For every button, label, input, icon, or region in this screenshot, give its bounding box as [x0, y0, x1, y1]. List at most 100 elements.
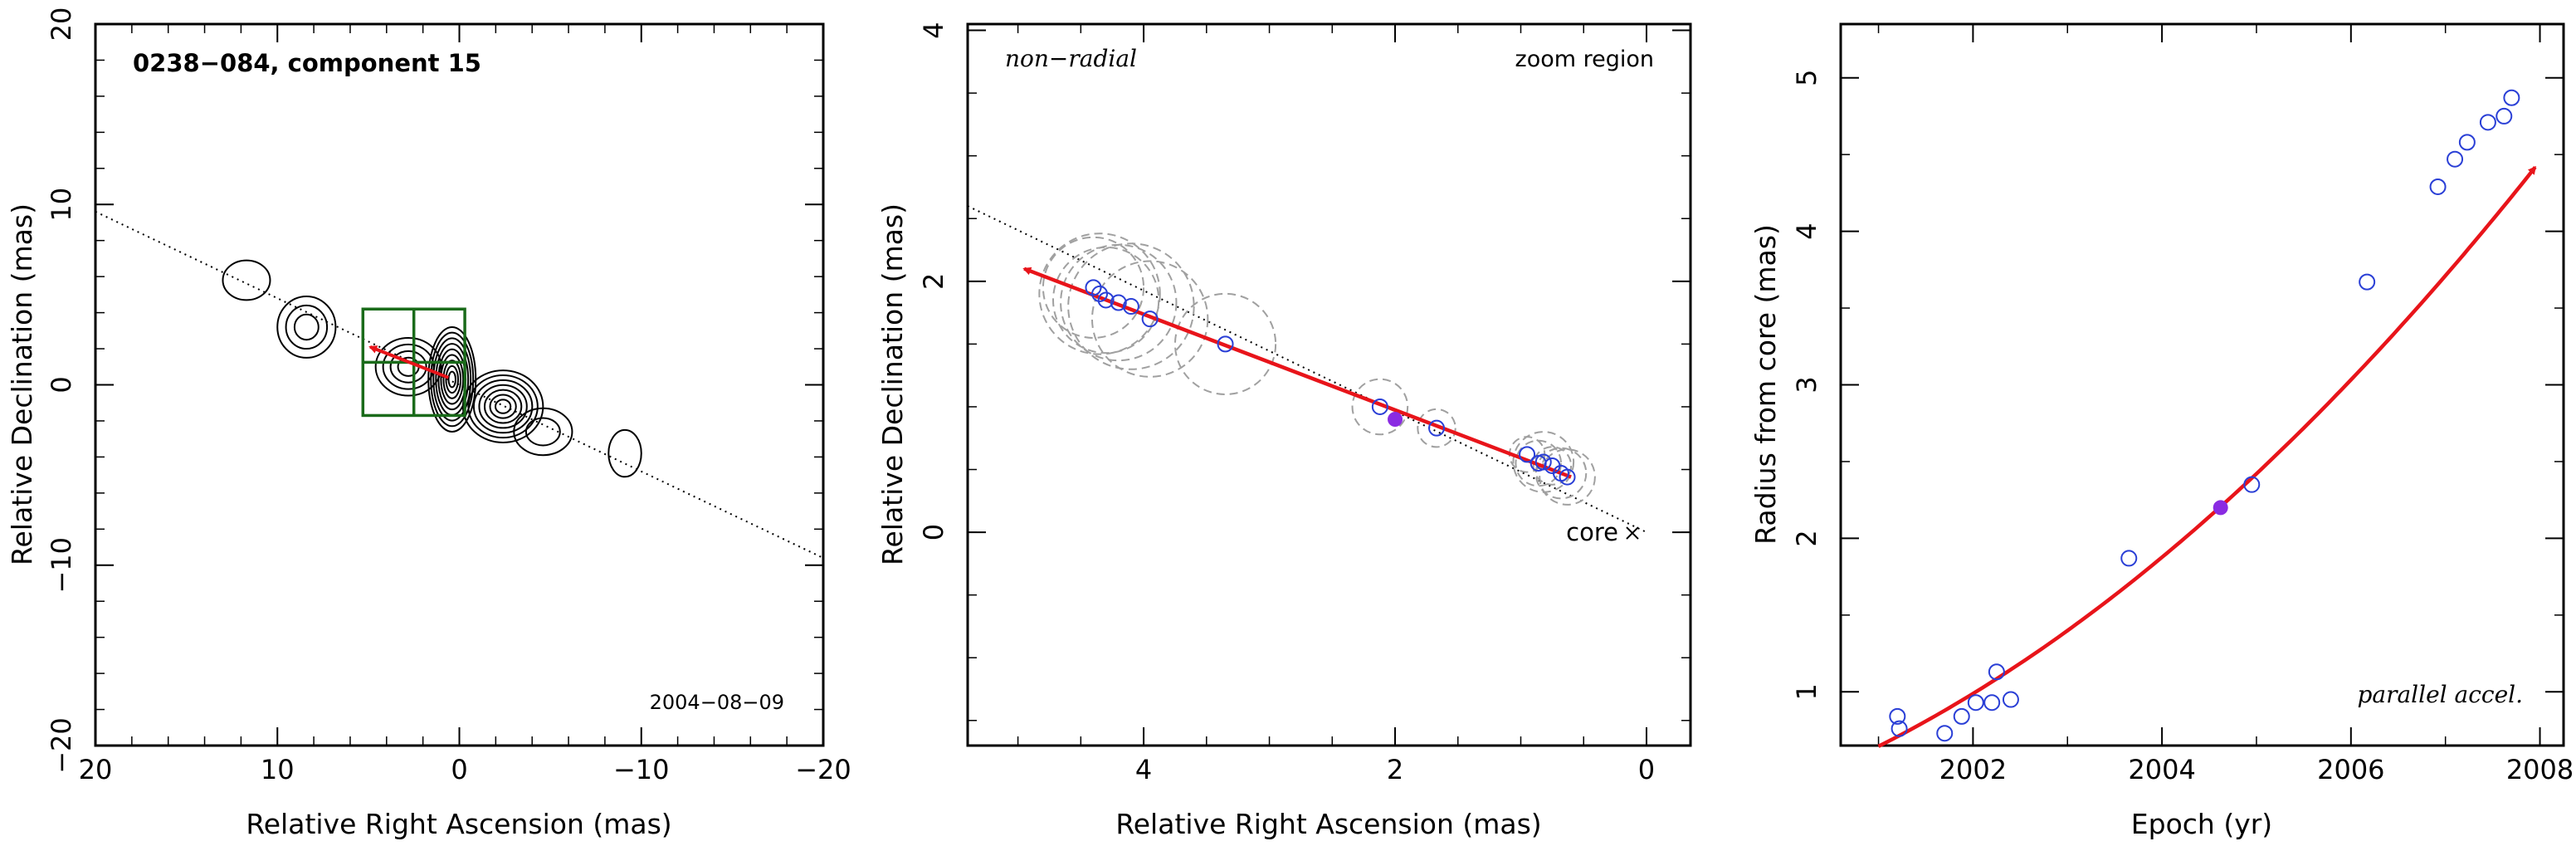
- core-label: core: [1566, 518, 1618, 546]
- data-point: [2447, 150, 2464, 168]
- track-arrow: [368, 345, 450, 379]
- contour-level: [440, 354, 465, 405]
- panel1-epoch-label: 2004−08−09: [650, 691, 784, 714]
- panel3-axes: 2002 2004 2006 2008 1 2 3 4 5: [1791, 24, 2574, 785]
- zoom-region-panel: non−radial zoom region Relative Right As…: [876, 22, 1692, 840]
- contour-level: [483, 389, 523, 424]
- contour-level: [293, 313, 320, 341]
- uncertainty-circle: [1532, 446, 1573, 486]
- fit-arrow: [1022, 267, 1572, 479]
- contour-level: [607, 428, 642, 478]
- contour-level: [478, 384, 528, 429]
- jet-axis-line: [95, 211, 824, 559]
- contour-level: [461, 369, 544, 444]
- highlighted-epoch-point: [1388, 412, 1403, 428]
- contour-level: [467, 374, 539, 439]
- panel3-xlabel: Epoch (yr): [2131, 808, 2272, 840]
- data-point: [1428, 419, 1446, 437]
- contour-level: [472, 379, 534, 434]
- data-point: [1217, 335, 1234, 353]
- panel1-frame: [94, 22, 825, 747]
- panel3-ytick-label: 4: [1791, 223, 1822, 239]
- contour-level: [285, 304, 329, 350]
- panel1-xtick-label: 10: [261, 754, 295, 785]
- panel1-ytick-label: 10: [46, 188, 77, 222]
- panel1-xtick-label: −20: [795, 754, 851, 785]
- data-point: [1889, 707, 1906, 725]
- panel2-ytick-label: 0: [918, 524, 949, 540]
- panel3-ytick-label: 5: [1791, 70, 1822, 86]
- panel2-xtick-label: 4: [1135, 754, 1152, 785]
- panel2-label-right: zoom region: [1515, 46, 1654, 72]
- data-point: [1110, 294, 1127, 311]
- uncertainty-circle: [1351, 378, 1409, 436]
- data-point: [1085, 279, 1102, 296]
- contour-level: [437, 348, 467, 411]
- panel1-axes: 20 10 0 −10 −20 −20 −10 0 10 20: [46, 7, 851, 785]
- uncertainty-circle: [1417, 408, 1456, 448]
- panel1-xtick-label: 0: [451, 754, 467, 785]
- panel2-xtick-label: 2: [1387, 754, 1403, 785]
- fit-curve: [1877, 165, 2537, 748]
- data-point: [1091, 285, 1109, 302]
- panel2-xlabel: Relative Right Ascension (mas): [1115, 808, 1541, 840]
- panel1-content: [95, 211, 824, 559]
- contour-level: [430, 331, 475, 428]
- contour-level: [382, 343, 435, 390]
- uncertainty-circle: [1090, 260, 1209, 378]
- data-point: [2479, 114, 2496, 131]
- contour-level: [524, 417, 561, 447]
- uncertainty-circle: [1038, 232, 1161, 355]
- panel1-xtick-label: 20: [79, 754, 113, 785]
- panel3-frame: [1839, 22, 2565, 747]
- data-point: [1141, 311, 1159, 328]
- panel3-xtick-label: 2004: [2128, 754, 2195, 785]
- panel2-xtick-label: 0: [1638, 754, 1655, 785]
- contour-level: [276, 296, 337, 359]
- data-point: [1097, 291, 1115, 309]
- uncertainty-circle: [1060, 243, 1178, 362]
- jet-axis-line: [967, 205, 1647, 533]
- contour-level: [389, 350, 427, 384]
- data-point: [1967, 694, 1984, 712]
- panel3-ytick-label: 1: [1791, 683, 1822, 700]
- panel1-ytick-label: 20: [46, 7, 77, 42]
- data-point: [2359, 273, 2376, 291]
- data-point: [2002, 691, 2019, 708]
- panel2-ylabel: Relative Declination (mas): [876, 203, 909, 565]
- contour-level: [374, 337, 442, 397]
- contour-level: [494, 399, 512, 414]
- uncertainty-circle: [1042, 236, 1145, 339]
- uncertainty-circle: [1173, 292, 1277, 395]
- data-point: [1122, 298, 1139, 315]
- data-point: [2120, 550, 2138, 567]
- panel3-label: parallel accel.: [2357, 681, 2523, 708]
- panel1-ytick-label: 0: [46, 376, 77, 393]
- panel1-title: 0238−084, component 15: [133, 49, 481, 77]
- core-marker: [1626, 526, 1639, 540]
- contour-level: [222, 259, 271, 301]
- panel2-ytick-label: 2: [918, 273, 949, 290]
- panel1-ytick-label: −20: [46, 717, 77, 774]
- panel1-ytick-label: −10: [46, 537, 77, 594]
- data-point: [2503, 89, 2520, 106]
- data-point: [1519, 446, 1536, 463]
- panel3-xtick-label: 2008: [2506, 754, 2574, 785]
- contour-level: [447, 370, 456, 389]
- panel3-content: [1877, 89, 2537, 748]
- panel1-ylabel: Relative Declination (mas): [6, 203, 38, 565]
- panel3-ytick-label: 2: [1791, 530, 1822, 546]
- data-point: [2429, 178, 2447, 195]
- panel2-ytick-label: 4: [918, 22, 949, 38]
- data-point: [1936, 725, 1954, 742]
- data-point: [1983, 694, 2001, 712]
- data-point: [2496, 107, 2513, 125]
- radius-epoch-panel: parallel accel. Epoch (yr) Radius from c…: [1749, 22, 2574, 840]
- data-point: [1988, 663, 2005, 681]
- panel2-axes: 4 2 0 0 2 4: [918, 22, 1690, 785]
- data-point: [1891, 720, 1908, 737]
- data-point: [1953, 707, 1970, 725]
- data-point: [1530, 454, 1547, 472]
- contour-level: [432, 337, 472, 422]
